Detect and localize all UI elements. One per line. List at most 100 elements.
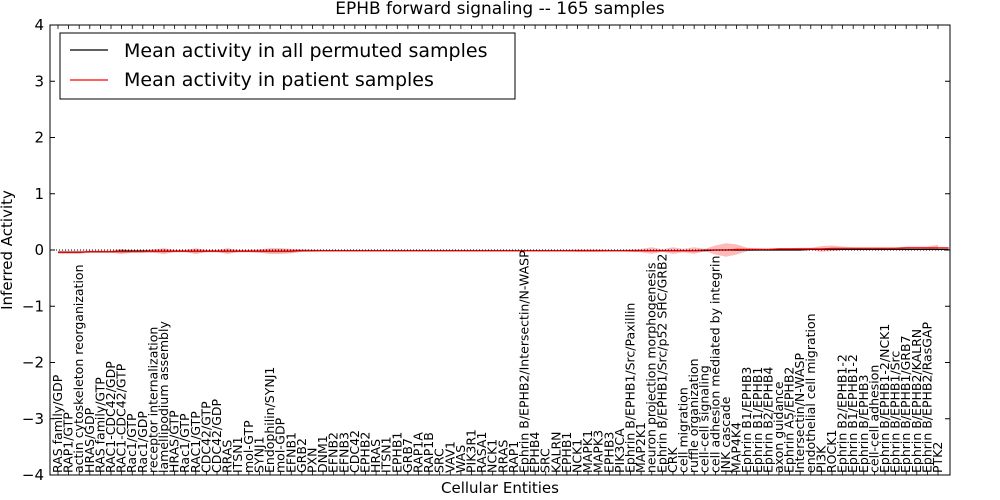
y-axis-label: Inferred Activity (0, 190, 16, 310)
entity-label: Ephrin A5/EPHB2 (782, 367, 797, 473)
entity-label: KALRN (548, 431, 563, 473)
y-tick-label: −4 (22, 466, 44, 484)
legend-label-permuted: Mean activity in all permuted samples (124, 40, 487, 62)
y-tick-label: −2 (22, 354, 44, 372)
legend: Mean activity in all permuted samples Me… (59, 32, 516, 100)
entity-label: RAC1-CDC42/GTP (114, 363, 129, 473)
entity-label: Ephrin B/EPHB1/Src/Paxillin (623, 303, 638, 473)
entity-label: RASA1 (474, 432, 489, 473)
entity-label: SRC (432, 448, 447, 473)
entity-label: neuron projection morphogenesis (644, 262, 659, 473)
entity-label: RRAS (220, 440, 235, 473)
entity-label: RAC1/GTP (188, 411, 203, 473)
entity-label: ITSN1 (230, 436, 245, 473)
entity-label: Ephrin B/EPHB1-2/NCK1 (877, 324, 892, 473)
y-tick-label: 4 (34, 16, 44, 34)
entity-label: Ephrin B/EPHB2/Intersectin/N-WASP (517, 250, 532, 473)
entity-label: cell-cell signaling (697, 365, 712, 473)
entity-label: cell adhesion mediated by integrin (707, 256, 722, 473)
entity-label: RAS family/GDP (50, 374, 65, 473)
entity-label: PI3K (813, 445, 828, 473)
entity-label: EPHB3 (601, 432, 616, 473)
entity-label: Endophilin/SYNJ1 (262, 367, 277, 473)
legend-box (59, 32, 516, 100)
entity-label: EPHB1 (389, 432, 404, 473)
entity-label: endothelial cell migration (803, 313, 818, 473)
entity-label: Ephrin B/EPHB1/Src/p52 SHC/GRB2 (654, 254, 669, 474)
entity-label: DNM1 (315, 435, 330, 473)
y-tick-label: 3 (34, 72, 44, 90)
entity-label: ROCK1 (824, 430, 839, 473)
entity-label: Intersectin/N-WASP (792, 353, 807, 473)
entity-label: EFNB1 (283, 432, 298, 473)
entity-label: EPHB4 (527, 432, 542, 473)
entity-label: mol-GDP (273, 417, 288, 473)
entity-label: HRAS/GTP (167, 410, 182, 473)
y-tick-label: −1 (22, 297, 44, 315)
entity-label: Ephrin B1/EPHB3 (739, 367, 754, 473)
entity-label: cell migration (676, 387, 691, 473)
entity-label: EPHB2 (358, 432, 373, 473)
entity-label: CDC42 (347, 430, 362, 473)
entity-label: JNK cascade (718, 396, 733, 474)
plot-frame (49, 24, 951, 476)
entity-label: Ephrin B2/EPHB4 (760, 367, 775, 473)
entity-label: Ephrin B/EPHB2/KALRN (909, 329, 924, 473)
entity-label: CRK (665, 447, 680, 473)
entity-label: Ephrin B1/EPHB1-2 (845, 354, 860, 473)
entity-label: PXN (305, 448, 320, 473)
entity-label: RAP1 (506, 441, 521, 473)
y-tick-label: 1 (34, 185, 44, 203)
entity-label: GRB7 (400, 438, 415, 473)
entity-label: MAPK3 (591, 430, 606, 473)
entity-label: Ephrin B/EPHB3 (856, 375, 871, 473)
entity-label: RAC1-CDC42/GDP (103, 361, 118, 473)
entity-label: Ephrin B/EPHB1/Src (888, 351, 903, 473)
entity-label: PTK2 (930, 442, 945, 473)
chart-title: EPHB forward signaling -- 165 samples (335, 0, 665, 19)
entity-label: lamellipodium assembly (156, 321, 171, 473)
entity-label: MAP4K4 (729, 422, 744, 473)
entity-label: receptor internalization (145, 327, 160, 473)
entity-label: MAPK1 (580, 430, 595, 473)
entity-label: Rac1/GTP (124, 413, 139, 473)
legend-label-patient: Mean activity in patient samples (124, 69, 434, 91)
y-tick-label: −3 (22, 410, 44, 428)
entity-label: HRAS/GDP (82, 407, 97, 473)
entity-label: MAP2K1 (633, 422, 648, 473)
entity-label: SYNJ1 (251, 436, 266, 473)
entity-label: VAV1 (442, 441, 457, 473)
entity-label: CDC42/GDP (209, 398, 224, 473)
entity-label: RAS family/GTP (92, 377, 107, 473)
y-axis-ticks: 4 3 2 1 0 −1 −2 −3 −4 (22, 16, 950, 484)
entity-label: EPHB1 (559, 432, 574, 473)
entity-label: Rac1/GTP (177, 413, 192, 473)
entity-label: ITSN1 (379, 436, 394, 473)
entity-label: PIK3R1 (464, 429, 479, 473)
entity-label: Ephrin B/EPHB1/GRB7 (898, 335, 913, 473)
entity-label: HRAS (368, 439, 383, 473)
entity-label: Ephrin B1/EPHB1 (750, 367, 765, 473)
entity-label: cell-cell adhesion (866, 365, 881, 473)
entity-label: mol-GTP (241, 420, 256, 473)
y-tick-label: 2 (34, 129, 44, 147)
entity-label: NCK1 (570, 439, 585, 473)
entity-label: EFNB2 (326, 432, 341, 473)
entity-label: GRB2 (294, 438, 309, 473)
entity-label: NCK1 (485, 439, 500, 473)
entity-label: RAP1A (411, 432, 426, 473)
entity-label: Ephrin B/EPHB2/RasGAP (919, 322, 934, 473)
entity-label: PIK3CA (612, 428, 627, 473)
entity-label: CDC42/GTP (198, 401, 213, 473)
entity-label: Rac1/GDP (135, 411, 150, 473)
entity-label: EFNB3 (336, 432, 351, 473)
entity-label: WAS (453, 445, 468, 473)
x-axis-label: Cellular Entities (441, 479, 559, 497)
entity-label: Ephrin B2/EPHB1-2 (835, 354, 850, 473)
series-line-patient (58, 247, 949, 253)
entity-label: RRAS (495, 440, 510, 473)
entity-label: RAP1/GTP (61, 412, 76, 473)
entity-label: axon guidance (771, 381, 786, 473)
